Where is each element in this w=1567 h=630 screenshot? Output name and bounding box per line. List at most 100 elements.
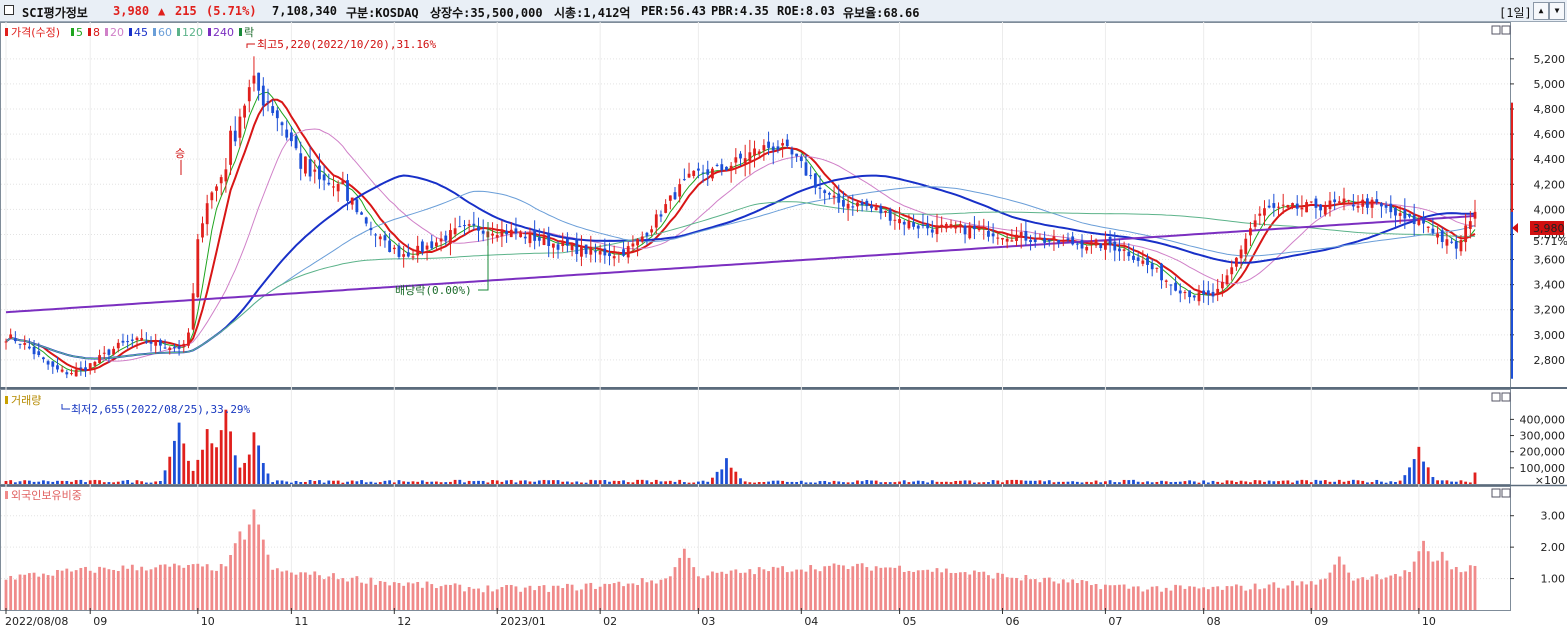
volume-bar — [439, 482, 443, 484]
candle-body — [888, 209, 892, 221]
volume-bar — [753, 482, 756, 484]
candle-body — [1225, 275, 1229, 285]
ma-legend-swatch — [153, 28, 156, 36]
rights-label: 승 — [175, 147, 185, 160]
volume-bar — [781, 480, 785, 484]
scroll-up-button[interactable]: ▲ — [1533, 2, 1549, 20]
volume-bar — [467, 480, 471, 484]
foreign-bar — [879, 567, 883, 610]
period-selector[interactable]: [1일] — [1499, 6, 1532, 20]
volume-bar — [813, 482, 817, 484]
candle-body — [547, 234, 551, 246]
volume-bar — [1155, 481, 1159, 484]
candle-body — [378, 236, 382, 240]
select-checkbox[interactable] — [4, 5, 14, 15]
candle-body — [533, 229, 537, 241]
volume-bar — [846, 482, 850, 484]
foreign-bar — [682, 548, 686, 610]
candle-body — [257, 72, 261, 91]
foreign-bar — [350, 577, 354, 610]
stock-name[interactable]: SCI평가정보 — [22, 6, 88, 20]
foreign-bar — [1394, 573, 1397, 610]
candle-body — [1146, 257, 1149, 265]
candle-body — [556, 244, 560, 250]
candle-body — [406, 252, 410, 257]
volume-bar — [1188, 480, 1192, 484]
foreign-bar — [1052, 581, 1056, 610]
volume-bar — [374, 482, 377, 484]
minimize-icon[interactable] — [1491, 25, 1501, 35]
volume-bar — [1235, 482, 1238, 484]
foreign-bar — [1459, 572, 1463, 610]
price-pointer-icon — [1512, 223, 1518, 233]
ma-line-45 — [5, 174, 1476, 360]
foreign-bar — [1398, 576, 1402, 610]
volume-bar — [318, 480, 321, 484]
volume-bar — [135, 480, 139, 484]
candle-body — [416, 245, 420, 256]
candle-body — [1323, 206, 1327, 215]
volume-bar — [870, 480, 873, 484]
volume-bar — [1178, 481, 1182, 484]
volume-bar — [856, 480, 859, 484]
volume-bar — [1300, 479, 1304, 484]
close-icon[interactable] — [1501, 392, 1511, 402]
candle-body — [18, 343, 22, 345]
volume-bar — [725, 458, 728, 484]
candle-body — [1328, 200, 1332, 209]
minimize-icon[interactable] — [1491, 392, 1501, 402]
volume-bar — [1066, 481, 1070, 484]
y-tick-label: 300,000 — [1520, 430, 1566, 443]
candle-body — [720, 164, 724, 171]
volume-bar — [790, 481, 794, 484]
foreign-bar — [126, 568, 130, 610]
candle-body — [584, 244, 588, 255]
foreign-bar — [1333, 564, 1337, 610]
price-tag-box — [1530, 221, 1564, 235]
volume-bar — [491, 480, 494, 484]
volume-bar — [570, 482, 574, 484]
foreign-bar — [1206, 589, 1210, 610]
per-value: PER:56.43 — [641, 4, 707, 18]
ma-legend-label: 240 — [213, 26, 234, 39]
y-tick-label: 4,600 — [1534, 128, 1566, 141]
volume-bar — [556, 480, 560, 484]
volume-bar — [364, 482, 368, 484]
price-change: 215 — [175, 4, 197, 18]
candle-body — [570, 243, 574, 251]
foreign-bar — [308, 574, 312, 610]
candle-body — [654, 214, 658, 228]
candle-body — [664, 204, 668, 213]
foreign-bar — [537, 585, 541, 610]
volume-bar — [27, 480, 31, 484]
foreign-bar — [60, 570, 64, 610]
volume-bar — [640, 479, 644, 484]
volume-bar — [1314, 479, 1318, 484]
candle-body — [308, 159, 312, 177]
foreign-bar — [1347, 572, 1351, 610]
volume-bar — [140, 481, 144, 484]
volume-bar — [444, 482, 448, 484]
candle-body — [444, 235, 448, 241]
foreign-bar — [1277, 587, 1280, 610]
candle-body — [837, 193, 841, 203]
foreign-bar — [547, 591, 551, 610]
foreign-bar — [729, 570, 733, 610]
volume-bar — [65, 480, 69, 484]
candle-body — [781, 143, 785, 146]
scroll-down-button[interactable]: ▼ — [1549, 2, 1565, 20]
candle-body — [1001, 237, 1004, 240]
candle-body — [196, 239, 200, 298]
close-icon[interactable] — [1501, 488, 1511, 498]
dividend-label: 배당락(0.00%) — [395, 284, 472, 297]
volume-bar — [884, 482, 887, 484]
minimize-icon[interactable] — [1491, 488, 1501, 498]
candle-body — [1249, 228, 1252, 236]
x-tick-label: 12 — [397, 615, 411, 628]
volume-bar — [785, 481, 789, 484]
volume-bar — [748, 482, 752, 484]
close-icon[interactable] — [1501, 25, 1511, 35]
ma-line-8 — [5, 98, 1476, 372]
volume-bar — [112, 482, 116, 484]
foreign-bar — [1244, 590, 1248, 610]
